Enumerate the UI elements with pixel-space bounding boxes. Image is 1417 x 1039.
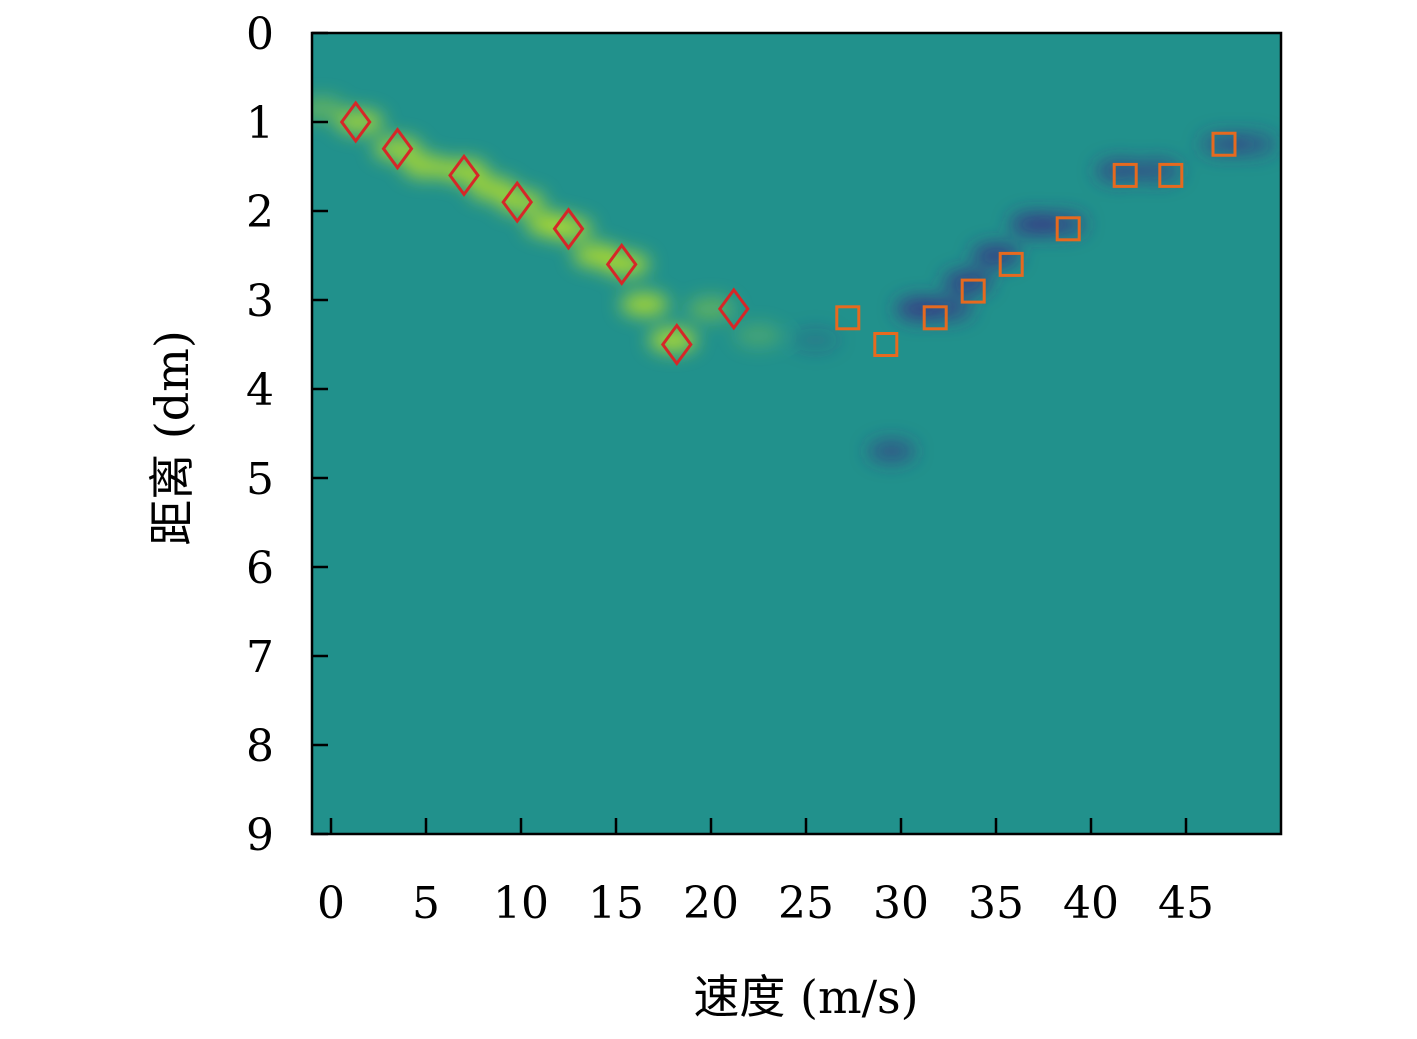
diamond-marker	[381, 127, 414, 171]
square-marker	[922, 305, 948, 331]
square-marker	[835, 305, 861, 331]
square-marker	[873, 332, 899, 357]
square-marker	[1158, 162, 1184, 188]
y-tick-label: 8	[246, 721, 274, 772]
x-tick-label: 20	[683, 878, 739, 929]
heatmap-positive-blob	[544, 216, 593, 241]
heatmap-negative-blob	[943, 270, 992, 295]
heatmap-positive-blob	[734, 323, 783, 348]
x-tick-label: 0	[317, 878, 345, 929]
diamond-marker	[339, 100, 372, 144]
y-tick-label: 2	[246, 187, 274, 238]
x-tick-label: 25	[778, 878, 834, 929]
y-tick-label: 9	[246, 810, 274, 861]
square-marker	[1211, 131, 1237, 157]
plot-frame	[310, 31, 1283, 836]
diamond-marker	[717, 287, 750, 331]
heatmap-negative-blob	[972, 243, 1020, 268]
diamond-marker	[552, 207, 585, 251]
diamond-marker	[448, 153, 480, 197]
square-marker	[1055, 216, 1081, 242]
heatmap-negative-blob	[791, 328, 840, 353]
heatmap-positive-blob	[402, 154, 450, 179]
heatmap-negative-blob	[1133, 158, 1182, 183]
heatmap-negative-blob	[867, 439, 916, 464]
y-tick-label: 1	[246, 98, 274, 149]
y-tick-label: 6	[246, 543, 274, 594]
diamond-marker	[605, 242, 638, 286]
square-marker	[1112, 162, 1138, 188]
heatmap-negative-blob	[924, 296, 973, 321]
y-axis-title: 距离 (dm)	[145, 330, 199, 546]
x-tick-label: 5	[412, 878, 440, 929]
diamond-marker	[660, 322, 693, 367]
heatmap-positive-blob	[373, 136, 422, 161]
y-tick-label: 0	[246, 9, 274, 60]
diamond-marker	[501, 180, 534, 224]
x-tick-label: 40	[1063, 878, 1119, 929]
heatmap-background	[312, 33, 1281, 834]
marker-layer	[339, 100, 1237, 367]
y-tick-label: 5	[246, 454, 274, 505]
y-tick-label: 7	[246, 632, 274, 683]
heatmap-positive-blob	[312, 96, 346, 121]
heatmap-positive-blob	[620, 292, 669, 317]
x-tick-label: 45	[1158, 878, 1214, 929]
x-tick-label: 30	[873, 878, 929, 929]
square-marker	[960, 278, 986, 304]
x-axis-title: 速度 (m/s)	[693, 970, 918, 1024]
x-tick-label: 35	[968, 878, 1024, 929]
heatmap-negative-blob	[1228, 132, 1277, 157]
x-tick-label: 10	[493, 878, 549, 929]
y-tick-label: 3	[246, 276, 274, 327]
y-tick-label: 4	[246, 365, 274, 416]
square-marker	[998, 251, 1024, 277]
x-tick-label: 15	[588, 878, 644, 929]
heatmap-positive-blob	[649, 328, 697, 353]
